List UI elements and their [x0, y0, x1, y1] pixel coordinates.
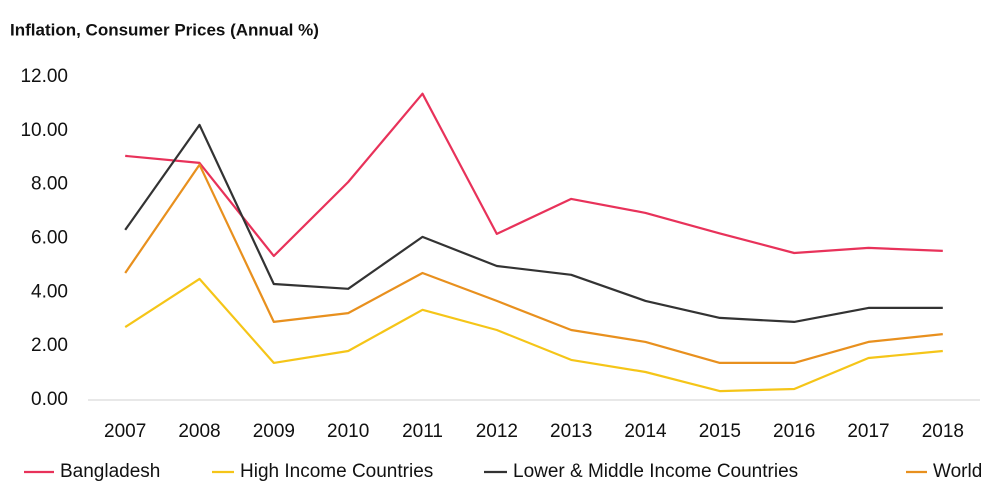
y-tick-label: 2.00 — [31, 335, 68, 356]
x-tick-label: 2012 — [476, 421, 518, 442]
y-tick-label: 12.00 — [20, 66, 68, 87]
series-line — [124, 277, 943, 393]
legend-label: Lower & Middle Income Countries — [513, 461, 798, 482]
x-tick-label: 2015 — [699, 421, 741, 442]
y-tick-label: 4.00 — [31, 281, 68, 302]
y-tick-label: 8.00 — [31, 174, 68, 195]
x-tick-label: 2007 — [104, 421, 146, 442]
x-tick-label: 2018 — [922, 421, 964, 442]
legend-label: World — [933, 461, 981, 482]
y-tick-label: 6.00 — [31, 228, 68, 249]
legend-label: Bangladesh — [60, 461, 160, 482]
x-tick-label: 2013 — [550, 421, 592, 442]
x-tick-label: 2008 — [178, 421, 220, 442]
series-line — [124, 163, 943, 364]
series-line — [124, 123, 943, 323]
x-tick-label: 2010 — [327, 421, 369, 442]
x-tick-label: 2014 — [624, 421, 667, 442]
x-tick-label: 2011 — [402, 421, 443, 442]
x-tick-label: 2009 — [253, 421, 295, 442]
legend-label: High Income Countries — [240, 461, 433, 482]
x-tick-label: 2017 — [847, 421, 889, 442]
series-line — [125, 92, 943, 258]
chart-title: Inflation, Consumer Prices (Annual %) — [10, 20, 319, 39]
x-tick-label: 2016 — [773, 421, 815, 442]
y-tick-label: 0.00 — [31, 389, 68, 410]
y-tick-label: 10.00 — [20, 120, 68, 141]
